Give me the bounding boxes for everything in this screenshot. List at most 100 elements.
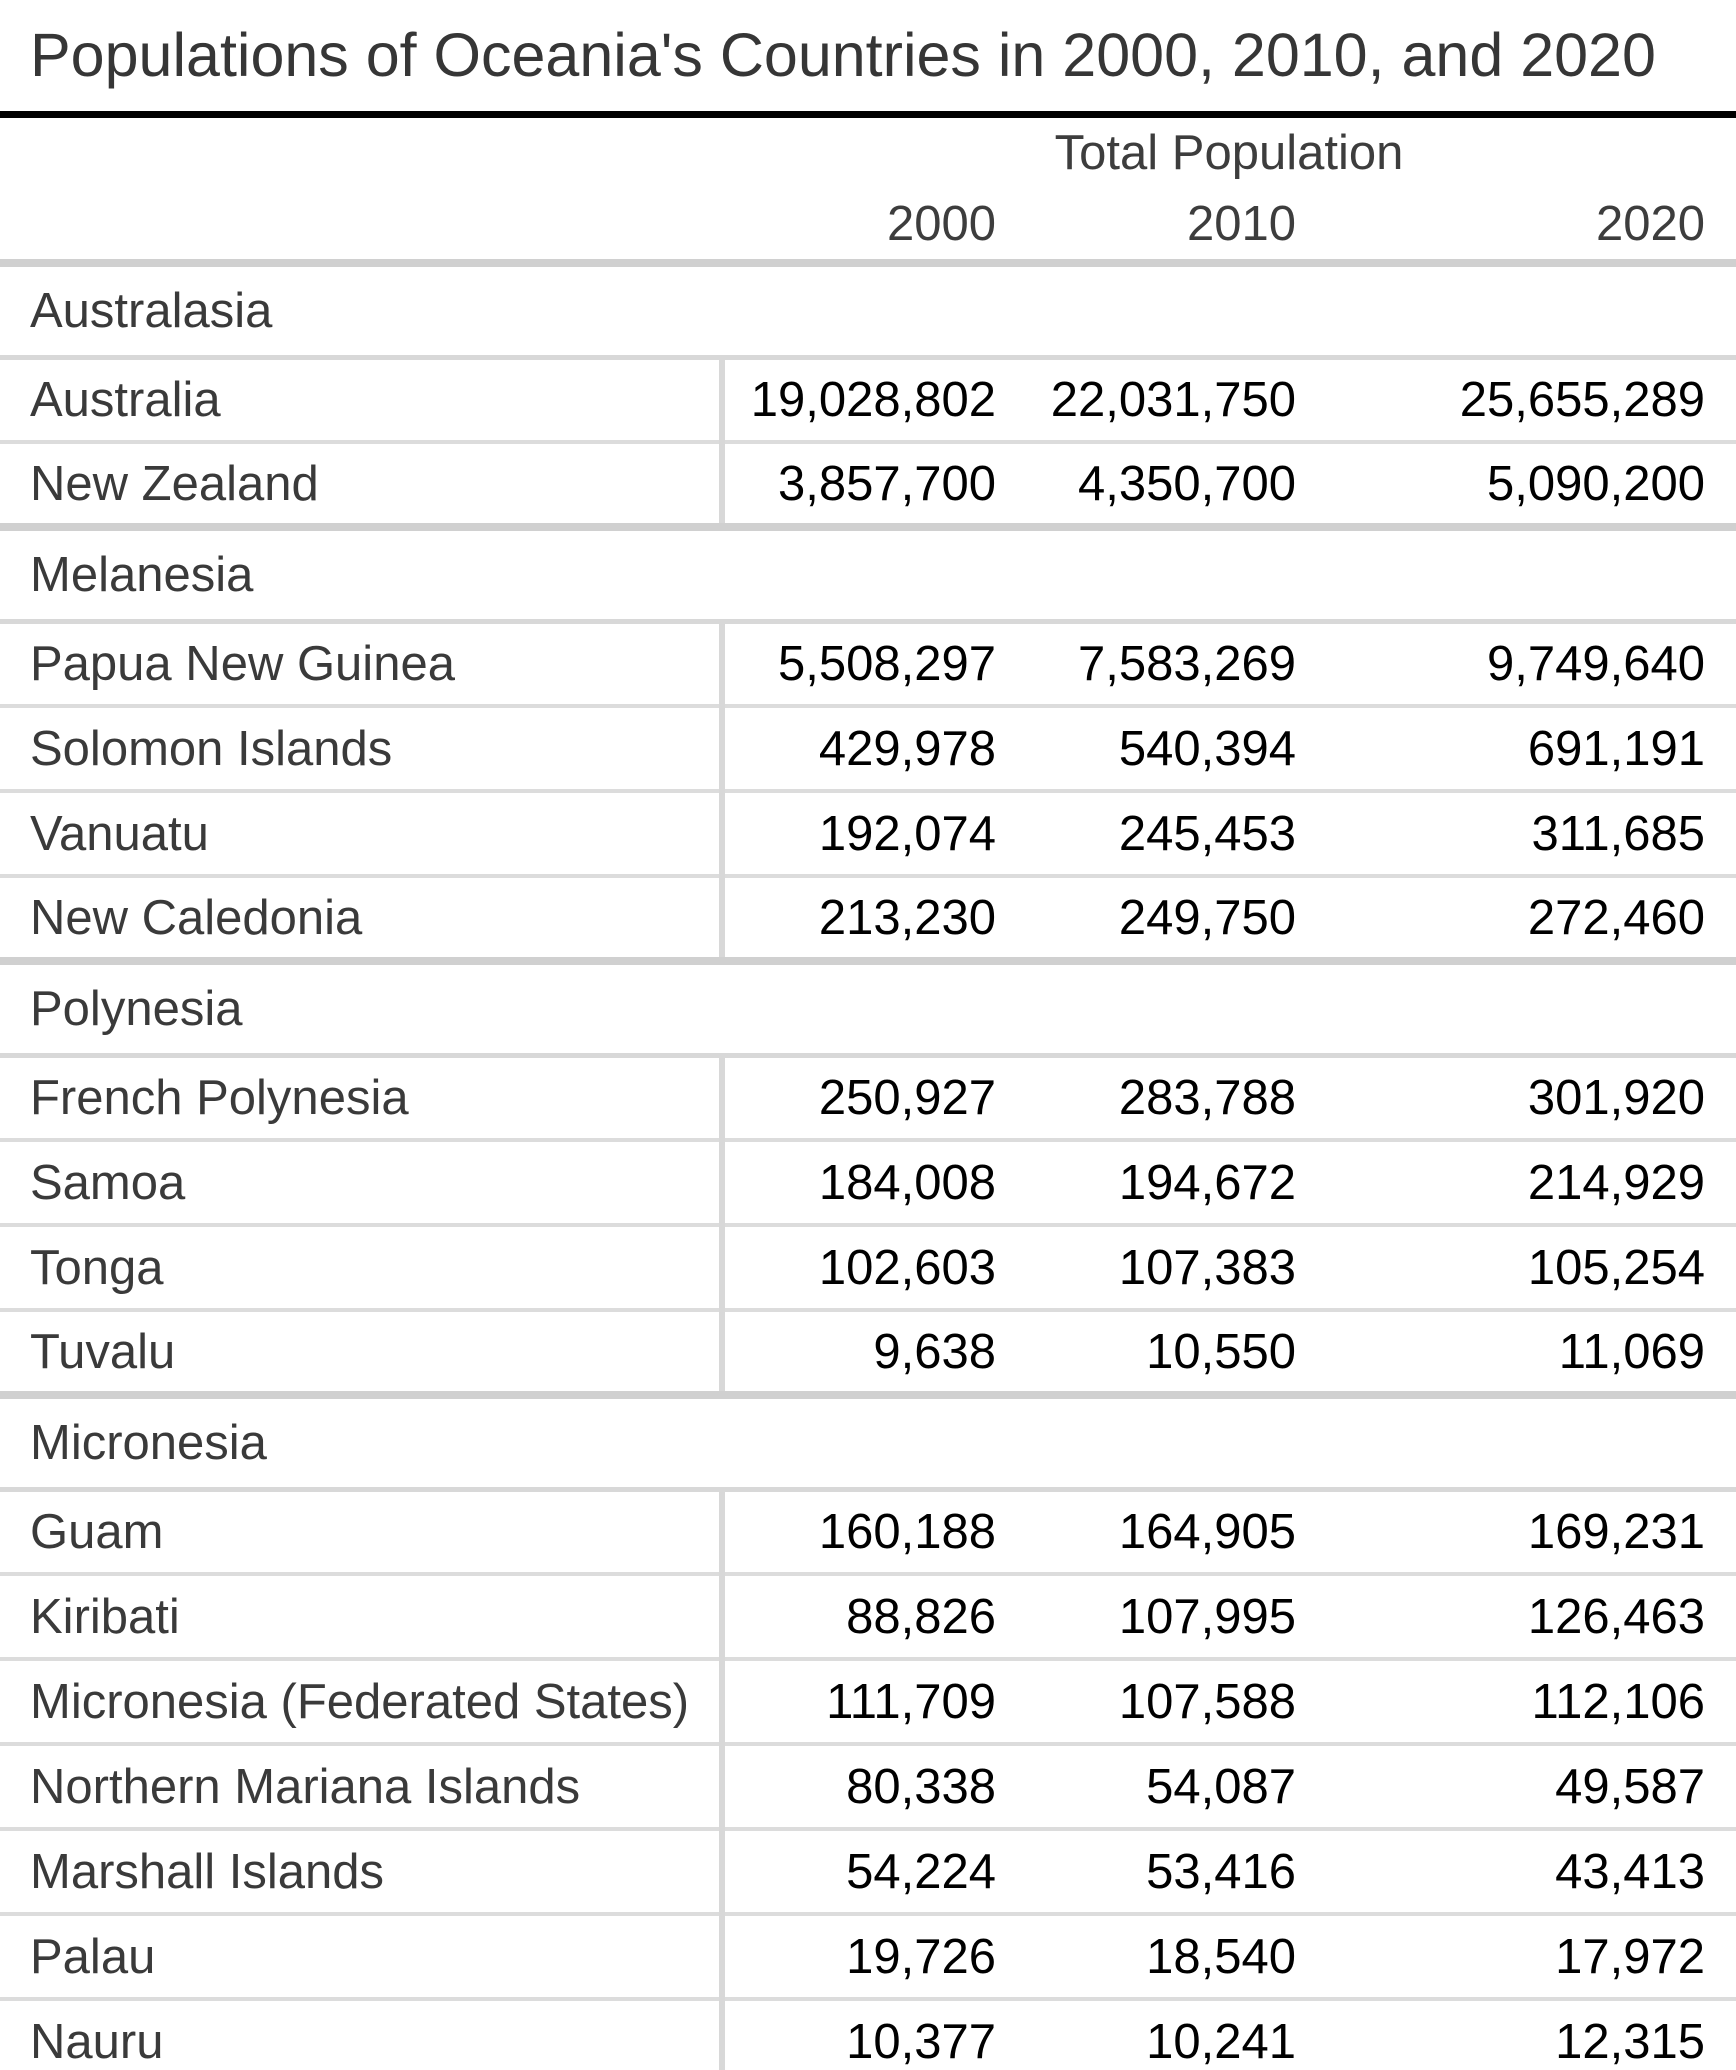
country-name-cell: Tonga: [0, 1223, 722, 1310]
population-value-cell: 691,191: [1300, 704, 1736, 791]
population-value-cell: 53,416: [1000, 1827, 1300, 1914]
section-header: Melanesia: [0, 523, 1736, 621]
section-header-row: Micronesia: [0, 1391, 1736, 1489]
population-value-cell: 107,995: [1000, 1572, 1300, 1659]
population-value-cell: 5,508,297: [719, 618, 1000, 706]
table-row: Kiribati 88,826 107,995 126,463: [0, 1572, 1736, 1659]
section-header: Micronesia: [0, 1391, 1736, 1489]
population-value-cell: 245,453: [1000, 789, 1300, 876]
population-value-cell: 54,224: [719, 1827, 1000, 1914]
population-value-cell: 43,413: [1300, 1827, 1736, 1914]
empty-header-cell: [0, 188, 722, 263]
population-value-cell: 107,383: [1000, 1223, 1300, 1310]
population-value-cell: 54,087: [1000, 1742, 1300, 1829]
year-header-2010: 2010: [1186, 196, 1296, 251]
table-row: Marshall Islands 54,224 53,416 43,413: [0, 1827, 1736, 1914]
table-row: Solomon Islands 429,978 540,394 691,191: [0, 704, 1736, 791]
year-header-2000: 2000: [886, 196, 996, 251]
population-value-cell: 25,655,289: [1300, 354, 1736, 442]
population-value-cell: 160,188: [719, 1486, 1000, 1574]
population-value-cell: 9,749,640: [1300, 618, 1736, 706]
table-row: Tuvalu 9,638 10,550 11,069: [0, 1308, 1736, 1395]
title-bar: Populations of Oceania's Countries in 20…: [0, 0, 1736, 118]
table-row: French Polynesia 250,927 283,788 301,920: [0, 1052, 1736, 1140]
population-value-cell: 126,463: [1300, 1572, 1736, 1659]
country-name-cell: Kiribati: [0, 1572, 722, 1659]
population-value-cell: 249,750: [1000, 874, 1300, 961]
section-header-row: Australasia: [0, 259, 1736, 357]
country-name-cell: French Polynesia: [0, 1052, 722, 1140]
population-value-cell: 12,315: [1300, 1997, 1736, 2070]
population-value-cell: 164,905: [1000, 1486, 1300, 1574]
population-value-cell: 194,672: [1000, 1138, 1300, 1225]
population-value-cell: 9,638: [719, 1308, 1000, 1395]
table-row: Samoa 184,008 194,672 214,929: [0, 1138, 1736, 1225]
empty-header-cell: [0, 118, 722, 188]
population-value-cell: 5,090,200: [1300, 440, 1736, 527]
population-value-cell: 19,726: [719, 1912, 1000, 1999]
table-header: Total Population 2000 2010 2020: [0, 118, 1736, 263]
country-name-cell: Samoa: [0, 1138, 722, 1225]
population-value-cell: 4,350,700: [1000, 440, 1300, 527]
population-value-cell: 3,857,700: [719, 440, 1000, 527]
section-header-row: Melanesia: [0, 523, 1736, 621]
page-title: Populations of Oceania's Countries in 20…: [30, 21, 1656, 89]
year-header-2020: 2020: [1595, 196, 1705, 251]
country-name-cell: Australia: [0, 354, 722, 442]
population-value-cell: 184,008: [719, 1138, 1000, 1225]
population-value-cell: 272,460: [1300, 874, 1736, 961]
country-name-cell: Northern Mariana Islands: [0, 1742, 722, 1829]
country-name-cell: Papua New Guinea: [0, 618, 722, 706]
country-name-cell: Vanuatu: [0, 789, 722, 876]
country-name-cell: Micronesia (Federated States): [0, 1657, 722, 1744]
table-row: New Zealand 3,857,700 4,350,700 5,090,200: [0, 440, 1736, 527]
table-row: Guam 160,188 164,905 169,231: [0, 1486, 1736, 1574]
population-value-cell: 10,377: [719, 1997, 1000, 2070]
year-header-row: 2000 2010 2020: [0, 188, 1736, 263]
population-value-cell: 107,588: [1000, 1657, 1300, 1744]
population-value-cell: 10,241: [1000, 1997, 1300, 2070]
population-value-cell: 19,028,802: [719, 354, 1000, 442]
table-body: Australasia Australia 19,028,802 22,031,750…: [0, 259, 1736, 2070]
country-name-cell: New Caledonia: [0, 874, 722, 961]
population-value-cell: 88,826: [719, 1572, 1000, 1659]
population-value-cell: 7,583,269: [1000, 618, 1300, 706]
population-value-cell: 250,927: [719, 1052, 1000, 1140]
table-row: New Caledonia 213,230 249,750 272,460: [0, 874, 1736, 961]
population-value-cell: 22,031,750: [1000, 354, 1300, 442]
population-value-cell: 311,685: [1300, 789, 1736, 876]
section-header: Australasia: [0, 259, 1736, 357]
population-value-cell: 169,231: [1300, 1486, 1736, 1574]
population-value-cell: 10,550: [1000, 1308, 1300, 1395]
section-header: Polynesia: [0, 957, 1736, 1055]
population-value-cell: 112,106: [1300, 1657, 1736, 1744]
population-value-cell: 301,920: [1300, 1052, 1736, 1140]
population-value-cell: 49,587: [1300, 1742, 1736, 1829]
population-value-cell: 80,338: [719, 1742, 1000, 1829]
population-value-cell: 283,788: [1000, 1052, 1300, 1140]
population-value-cell: 18,540: [1000, 1912, 1300, 1999]
country-name-cell: Guam: [0, 1486, 722, 1574]
country-name-cell: Palau: [0, 1912, 722, 1999]
population-value-cell: 540,394: [1000, 704, 1300, 791]
country-name-cell: Solomon Islands: [0, 704, 722, 791]
population-value-cell: 11,069: [1300, 1308, 1736, 1395]
population-value-cell: 111,709: [719, 1657, 1000, 1744]
table-row: Vanuatu 192,074 245,453 311,685: [0, 789, 1736, 876]
country-name-cell: Tuvalu: [0, 1308, 722, 1395]
table-row: Nauru 10,377 10,241 12,315: [0, 1997, 1736, 2070]
country-name-cell: Marshall Islands: [0, 1827, 722, 1914]
country-name-cell: New Zealand: [0, 440, 722, 527]
population-value-cell: 214,929: [1300, 1138, 1736, 1225]
group-header-row: Total Population: [0, 118, 1736, 188]
population-value-cell: 192,074: [719, 789, 1000, 876]
population-value-cell: 17,972: [1300, 1912, 1736, 1999]
population-value-cell: 102,603: [719, 1223, 1000, 1310]
table-row: Palau 19,726 18,540 17,972: [0, 1912, 1736, 1999]
table-row: Papua New Guinea 5,508,297 7,583,269 9,749,…: [0, 618, 1736, 706]
population-value-cell: 105,254: [1300, 1223, 1736, 1310]
table-row: Northern Mariana Islands 80,338 54,087 49,5…: [0, 1742, 1736, 1829]
table-row: Micronesia (Federated States) 111,709 107,…: [0, 1657, 1736, 1744]
population-table: Total Population 2000 2010 2020 Australa…: [0, 118, 1736, 2070]
